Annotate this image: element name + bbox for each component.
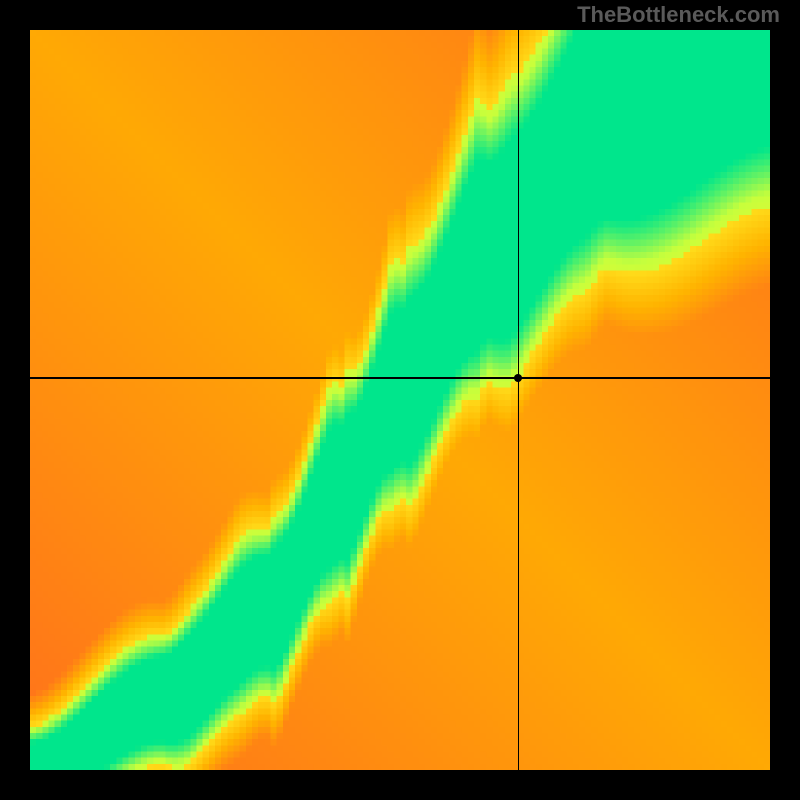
- crosshair-vertical: [518, 30, 520, 770]
- attribution-text: TheBottleneck.com: [577, 2, 780, 28]
- chart-container: TheBottleneck.com: [0, 0, 800, 800]
- crosshair-horizontal: [30, 377, 770, 379]
- plot-area: [30, 30, 770, 770]
- heatmap-canvas: [30, 30, 770, 770]
- crosshair-dot: [514, 374, 522, 382]
